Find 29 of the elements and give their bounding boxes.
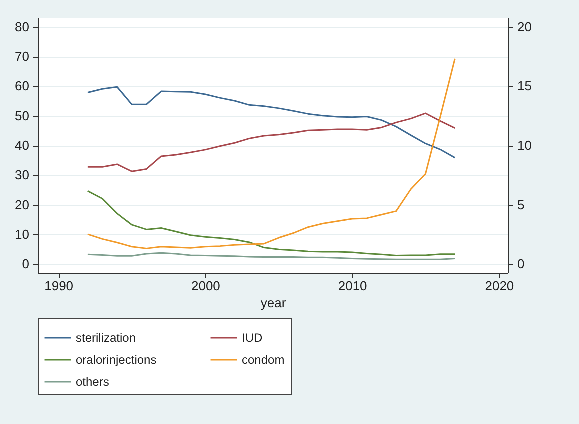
legend-label: sterilization bbox=[76, 331, 136, 345]
y-tick-label: 40 bbox=[15, 138, 30, 153]
legend-label: IUD bbox=[242, 331, 263, 345]
line-series bbox=[87, 190, 456, 257]
y-tick-label: 70 bbox=[15, 49, 30, 64]
x-tick-label: 2000 bbox=[191, 278, 220, 294]
y-tick-label: 50 bbox=[15, 108, 30, 124]
y2-tick-label: 5 bbox=[518, 197, 525, 212]
legend-label: oralorinjections bbox=[76, 353, 157, 367]
y-tick-label: 60 bbox=[15, 78, 30, 94]
line-series bbox=[87, 252, 456, 260]
x-axis-title: year bbox=[260, 296, 287, 310]
legend-label: condom bbox=[242, 353, 285, 367]
y-tick-label: 80 bbox=[15, 19, 30, 34]
y-tick-label: 10 bbox=[15, 226, 30, 242]
y-tick-label: 30 bbox=[15, 168, 30, 183]
y-tick-label: 0 bbox=[22, 256, 30, 272]
line-series bbox=[87, 86, 456, 159]
y-tick-label: 20 bbox=[15, 197, 30, 212]
line-series bbox=[87, 112, 456, 172]
y2-tick-label: 15 bbox=[518, 78, 532, 94]
line-series bbox=[87, 58, 456, 250]
y2-tick-label: 20 bbox=[518, 19, 532, 34]
legend-label: others bbox=[76, 375, 110, 389]
y2-tick-label: 10 bbox=[518, 138, 532, 153]
x-tick-label: 1990 bbox=[44, 278, 74, 294]
x-tick-label: 2020 bbox=[485, 278, 514, 294]
y2-tick-label: 0 bbox=[518, 256, 525, 272]
x-tick-label: 2010 bbox=[338, 278, 368, 294]
